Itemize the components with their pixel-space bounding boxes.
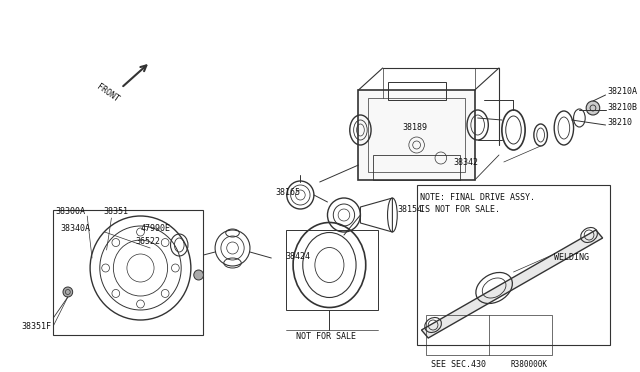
Text: 38210: 38210 — [607, 118, 632, 126]
Circle shape — [586, 101, 600, 115]
Bar — [53, 210, 204, 335]
Bar — [373, 155, 460, 180]
Text: 38210A: 38210A — [607, 87, 637, 96]
Circle shape — [194, 270, 204, 280]
Text: FRONT: FRONT — [95, 83, 120, 104]
Text: NOTE: FINAL DRIVE ASSY.: NOTE: FINAL DRIVE ASSY. — [420, 193, 536, 202]
Bar — [417, 185, 611, 345]
Bar — [388, 82, 445, 100]
Text: 38189: 38189 — [402, 123, 427, 132]
Bar — [368, 98, 465, 172]
Text: SEE SEC.430: SEE SEC.430 — [431, 360, 486, 369]
Text: 38351F: 38351F — [21, 322, 51, 331]
Text: 36522: 36522 — [136, 237, 161, 246]
Text: NOT FOR SALE: NOT FOR SALE — [296, 332, 355, 341]
Text: 38210B: 38210B — [607, 103, 637, 112]
Circle shape — [63, 287, 73, 297]
Text: IS NOT FOR SALE.: IS NOT FOR SALE. — [420, 205, 500, 214]
Bar — [426, 315, 552, 355]
Text: 38351: 38351 — [104, 207, 129, 216]
Bar — [358, 90, 475, 180]
Text: R380000K: R380000K — [511, 360, 547, 369]
Text: 38300A: 38300A — [55, 207, 85, 216]
Text: 38342: 38342 — [453, 158, 479, 167]
Text: 38424: 38424 — [286, 252, 311, 261]
Text: 47990E: 47990E — [141, 224, 170, 233]
Polygon shape — [422, 230, 603, 338]
Text: 38154: 38154 — [397, 205, 422, 214]
Text: 38165: 38165 — [275, 188, 300, 197]
Bar — [286, 230, 378, 310]
Text: 38340A: 38340A — [60, 224, 90, 233]
Text: WELDING: WELDING — [554, 253, 589, 262]
